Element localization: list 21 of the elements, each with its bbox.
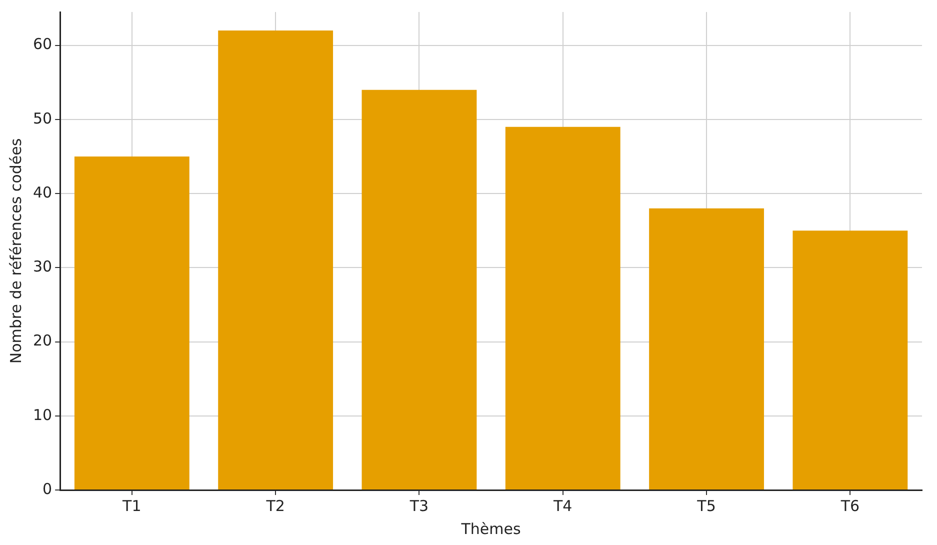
bar [362,90,477,490]
bar [649,208,764,490]
y-tick-label: 60 [32,35,52,54]
x-tick-label: T3 [408,496,429,515]
bar [505,126,620,490]
x-axis-title: Thèmes [460,520,521,538]
x-tick-label: T5 [696,496,716,515]
bar [74,156,190,490]
x-tick-label: T6 [840,496,860,515]
y-axis-title: Nombre de références codées [6,138,25,364]
bar [792,230,908,490]
y-tick-label: 50 [32,109,52,128]
bar [218,30,334,490]
x-tick-label: T2 [265,496,285,515]
y-tick-label: 20 [32,332,52,350]
y-tick-label: 30 [32,258,52,276]
y-tick-label: 40 [32,183,52,202]
y-tick-label: 0 [42,480,52,498]
x-tick-label: T1 [122,496,142,515]
y-tick-label: 10 [32,406,52,424]
x-tick-label: T4 [552,496,572,515]
